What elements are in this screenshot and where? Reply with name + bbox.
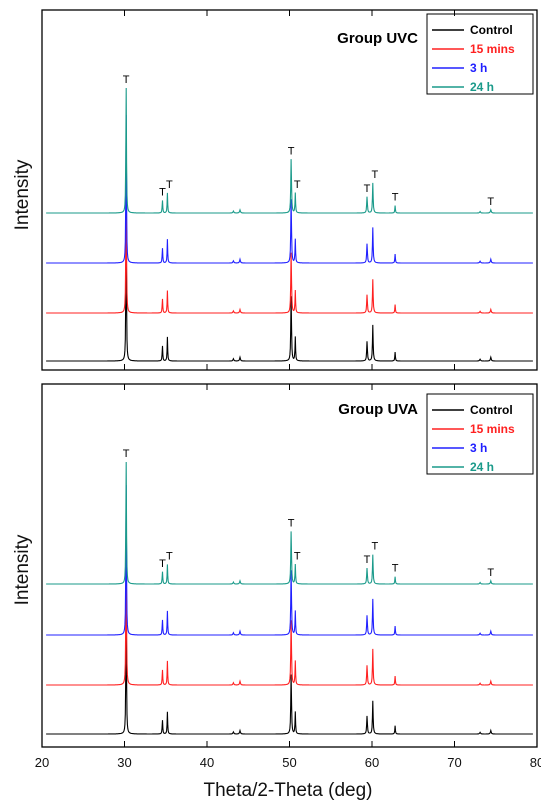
series-line-3-h (46, 484, 533, 636)
legend-label: 3 h (470, 441, 487, 455)
peak-label: T (371, 541, 378, 553)
legend-label: Control (470, 403, 513, 417)
series-line-24-h (46, 87, 533, 214)
y-axis-label-bottom: Intensity (12, 534, 33, 605)
peak-label: T (392, 563, 399, 575)
peak-label: T (487, 567, 494, 579)
legend-label: Control (470, 23, 513, 37)
peak-label: T (371, 169, 378, 181)
x-tick-label: 70 (447, 755, 461, 770)
series-line-3-h (46, 114, 533, 264)
peak-label: T (123, 448, 130, 460)
peak-label: T (294, 179, 301, 191)
x-tick-label: 30 (117, 755, 131, 770)
legend-label: 24 h (470, 80, 494, 94)
traces (46, 461, 533, 735)
peak-label: T (288, 145, 295, 157)
peak-label: T (364, 183, 371, 195)
x-ticks (41, 10, 538, 370)
peak-label: T (294, 550, 301, 562)
legend-label: 15 mins (470, 422, 515, 436)
peak-label: T (166, 179, 173, 191)
series-line-15-mins (46, 172, 533, 314)
x-tick-label: 20 (35, 755, 49, 770)
panel-uva: Group UVA Control 15 mins 3 h 24 h 20 30 40 50… (35, 383, 541, 770)
panel-title: Group UVC (337, 30, 418, 47)
peak-label: T (487, 196, 494, 208)
legend-box (426, 393, 534, 475)
series-line-15-mins (46, 534, 533, 686)
peak-label: T (159, 187, 166, 199)
peak-label: T (166, 550, 173, 562)
peak-label: T (159, 558, 166, 570)
peak-label: T (364, 554, 371, 566)
peak-label: T (288, 518, 295, 530)
series-line-24-h (46, 461, 533, 585)
x-axis-label: Theta/2-Theta (deg) (204, 780, 373, 801)
legend-label: 15 mins (470, 42, 515, 56)
series-line-control (46, 595, 533, 735)
legend-label: 24 h (470, 460, 494, 474)
legend: Control 15 mins 3 h 24 h (426, 13, 534, 95)
x-tick-label: 60 (365, 755, 379, 770)
x-tick-label: 40 (200, 755, 214, 770)
x-tick-label: 50 (282, 755, 296, 770)
traces (46, 87, 533, 362)
series-line-control (46, 210, 533, 362)
x-tick-label: 80 (530, 755, 541, 770)
legend: Control 15 mins 3 h 24 h (426, 393, 534, 475)
legend-box (426, 13, 534, 95)
peak-label: T (123, 74, 130, 86)
legend-label: 3 h (470, 61, 487, 75)
panel-title: Group UVA (338, 401, 418, 418)
y-axis-label-top: Intensity (12, 159, 33, 230)
peak-label: T (392, 192, 399, 204)
x-ticks: 20 30 40 50 60 70 80 (35, 384, 541, 770)
